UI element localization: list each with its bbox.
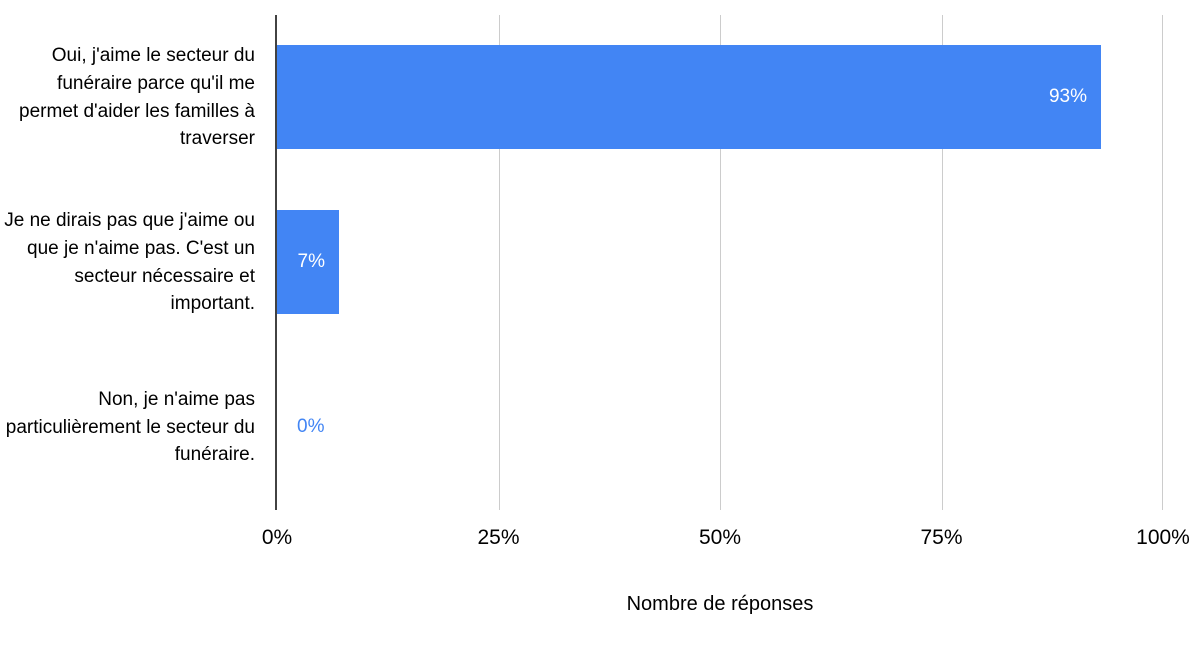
x-tick-label: 25% (477, 526, 520, 549)
x-axis-title: Nombre de réponses (626, 593, 814, 615)
bar-row: 93% (277, 15, 1163, 180)
gridline-50 (720, 15, 721, 510)
bar-value-label: 0% (297, 416, 325, 437)
x-tick-label: 0% (261, 526, 293, 549)
category-label: Oui, j'aime le secteur du funéraire parc… (19, 45, 255, 150)
bar-value-label: 7% (297, 251, 326, 272)
bar-value-label: 93% (1048, 86, 1087, 107)
category-labels: Oui, j'aime le secteur du funéraire parc… (0, 15, 265, 510)
gridline-75 (941, 15, 943, 510)
plot-area: 93% 7% 0% (275, 15, 1163, 510)
x-axis-ticks: 0% 25% 50% 75% 100% (262, 526, 1190, 556)
x-tick-label: 75% (920, 526, 963, 549)
category-label: Je ne dirais pas que j'aime ou que je n'… (4, 210, 255, 315)
bar-row: 0% (277, 345, 1163, 510)
bar-row: 7% (277, 180, 1163, 345)
bar: 7% (277, 210, 340, 314)
category-label: Non, je n'aime pas particulièrement le s… (5, 389, 255, 466)
x-tick-label: 50% (698, 526, 742, 549)
y-axis-line (275, 15, 277, 510)
gridline-100 (1162, 15, 1163, 510)
gridline-25 (498, 15, 500, 510)
bar: 93% (277, 45, 1101, 149)
x-tick-label: 100% (1136, 526, 1190, 549)
